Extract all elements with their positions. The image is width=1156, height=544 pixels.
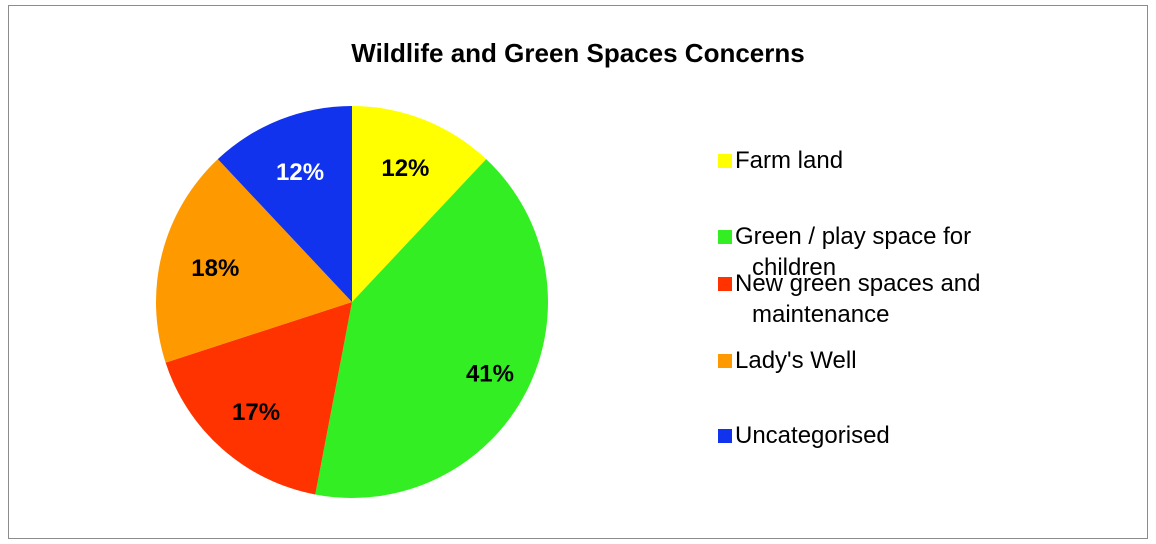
pie-slice — [165, 302, 352, 495]
pie-slice — [352, 106, 487, 302]
legend-label: New green spaces and — [735, 270, 981, 297]
pie-slice — [217, 106, 352, 302]
pie-slice-label: 17% — [232, 399, 280, 426]
legend-item: Uncategorised — [718, 420, 890, 451]
legend-item: New green spaces and maintenance — [718, 268, 980, 330]
legend-swatch — [718, 429, 732, 443]
legend-swatch — [718, 154, 732, 168]
legend-label: Uncategorised — [735, 422, 890, 449]
pie-slice — [156, 159, 352, 363]
legend-label: maintenance — [752, 301, 890, 328]
legend-item: Lady's Well — [718, 345, 857, 376]
legend-swatch — [718, 354, 732, 368]
legend-swatch — [718, 230, 732, 244]
legend-label: Farm land — [735, 147, 844, 174]
pie-slice-label: 18% — [191, 255, 239, 282]
legend-label: Green / play space for — [735, 223, 972, 250]
chart-title: Wildlife and Green Spaces Concerns — [351, 38, 805, 68]
legend-label: children — [752, 254, 837, 281]
legend-swatch — [718, 277, 732, 291]
pie-slice — [315, 159, 548, 499]
legend-item: Farm land — [718, 145, 843, 176]
pie-slice-label: 12% — [381, 155, 429, 182]
pie-slice-label: 41% — [466, 360, 514, 387]
pie-slice-label: 12% — [276, 159, 324, 186]
legend-label: Lady's Well — [735, 347, 857, 374]
legend-item: Green / play space for children — [718, 221, 971, 283]
